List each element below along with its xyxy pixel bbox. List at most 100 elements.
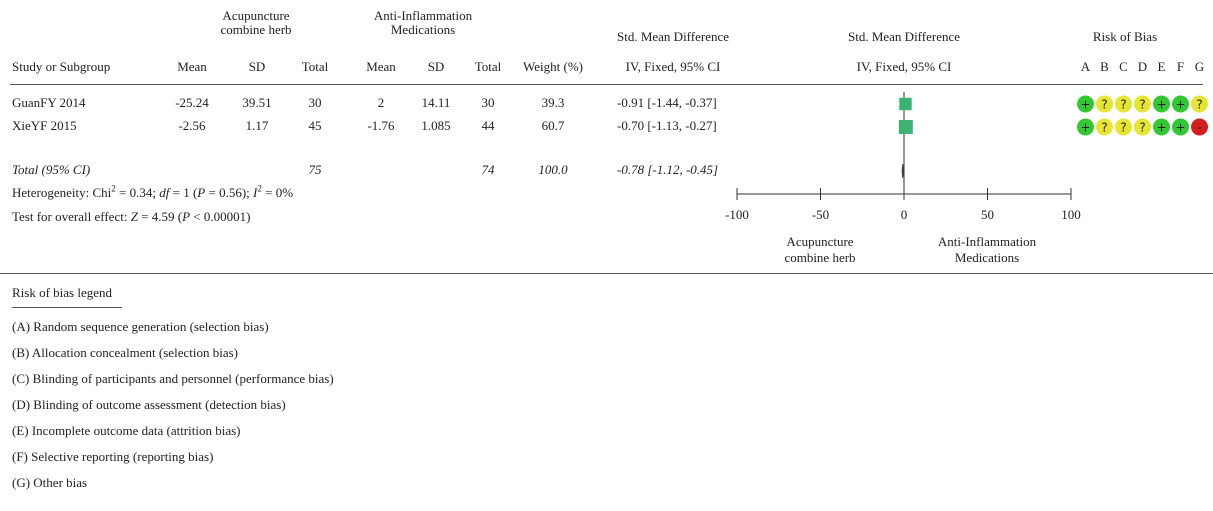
sd2-column-header: SD (427, 59, 445, 74)
study-weight: 60.7 (541, 118, 565, 133)
rob-circle (1172, 95, 1189, 113)
total-diamond (901, 163, 904, 179)
heterogeneity-text: Heterogeneity: Chi2 = 0.34; df = 1 (P = … (12, 183, 294, 200)
study-ci-text: -0.91 [-1.44, -0.37] (617, 95, 717, 110)
header-rule (10, 84, 1203, 85)
rob-symbol: + (1156, 98, 1166, 112)
x-axis-tick-label: -50 (812, 207, 829, 222)
study-column-header: Study or Subgroup (12, 59, 111, 74)
x-axis-tick-label: 100 (1061, 207, 1081, 222)
rob-symbol: + (1080, 121, 1090, 135)
rob-circle (1191, 118, 1208, 136)
favours-left-line1: Acupuncture (786, 234, 854, 249)
rob-header-title: Risk of Bias (1092, 29, 1158, 44)
footer-rule (0, 273, 1213, 274)
legend-item: (B) Allocation concealment (selection bi… (12, 345, 238, 360)
favours-right-line2: Medications (954, 250, 1020, 265)
smd-column-header: IV, Fixed, 95% CI (625, 59, 721, 74)
rob-letter-c: C (1119, 59, 1128, 74)
study-effect-square (898, 120, 913, 134)
study-weight: 39.3 (541, 95, 565, 110)
study-mean1: -25.24 (175, 95, 209, 110)
study-sd2: 1.085 (421, 118, 451, 133)
study-sd1: 39.51 (242, 95, 272, 110)
group1-header-line2: combine herb (220, 22, 292, 37)
rob-symbol: ? (1101, 121, 1107, 135)
group2-header-line1: Anti-Inflammation (373, 8, 473, 23)
rob-circle (1153, 118, 1170, 136)
rob-circle (1096, 95, 1113, 113)
x-axis-tick-label: -100 (725, 207, 749, 222)
legend-item: (E) Incomplete outcome data (attrition b… (12, 423, 241, 438)
rob-symbol: ? (1139, 98, 1145, 112)
x-axis-tick-label: 50 (981, 207, 994, 222)
total-weight: 100.0 (538, 162, 568, 177)
group1-header-line1: Acupuncture (222, 8, 290, 23)
study-total2: 30 (481, 95, 495, 110)
overall-effect-text: Test for overall effect: Z = 4.59 (P < 0… (12, 209, 251, 224)
rob-letter-e: E (1157, 59, 1166, 74)
rob-circle (1191, 95, 1208, 113)
total-label: Total (95% CI) (12, 162, 91, 177)
mean1-column-header: Mean (177, 59, 207, 74)
rob-circle (1172, 118, 1189, 136)
total-ci-text: -0.78 [-1.12, -0.45] (617, 162, 719, 177)
rob-symbol: + (1080, 98, 1090, 112)
group2-header-line2: Medications (390, 22, 456, 37)
rob-symbol: ? (1196, 98, 1202, 112)
rob-symbol: ? (1120, 98, 1126, 112)
rob-symbol: + (1175, 121, 1185, 135)
favours-right-line1: Anti-Inflammation (937, 234, 1037, 249)
rob-letter-f: F (1176, 59, 1185, 74)
rob-circle (1096, 118, 1113, 136)
favours-left-line2: combine herb (784, 250, 856, 265)
rob-symbol: + (1175, 98, 1185, 112)
total-total2: 74 (481, 162, 495, 177)
study-sd1: 1.17 (245, 118, 269, 133)
rob-symbol: ? (1101, 98, 1107, 112)
legend-item: (G) Other bias (12, 475, 88, 490)
rob-symbol: ? (1120, 121, 1126, 135)
plot-header-title: Std. Mean Difference (847, 29, 961, 44)
rob-letter-g: G (1194, 59, 1205, 74)
sd1-column-header: SD (248, 59, 266, 74)
study-effect-square (899, 97, 912, 111)
rob-symbol: - (1197, 121, 1201, 135)
study-mean2: -1.76 (367, 118, 395, 133)
rob-circle (1153, 95, 1170, 113)
total2-column-header: Total (474, 59, 502, 74)
rob-letter-d: D (1137, 59, 1148, 74)
study-name: XieYF 2015 (12, 118, 77, 133)
study-sd2: 14.11 (421, 95, 451, 110)
legend-item: (C) Blinding of participants and personn… (12, 371, 334, 386)
study-mean2: 2 (377, 95, 385, 110)
smd-header-title: Std. Mean Difference (616, 29, 730, 44)
rob-circle (1134, 118, 1151, 136)
legend-title-underline (12, 307, 122, 308)
legend-item: (D) Blinding of outcome assessment (dete… (12, 397, 286, 412)
rob-circle (1077, 95, 1094, 113)
legend-item: (F) Selective reporting (reporting bias) (12, 449, 214, 464)
study-ci-text: -0.70 [-1.13, -0.27] (617, 118, 717, 133)
study-total1: 30 (308, 95, 322, 110)
total1-column-header: Total (301, 59, 329, 74)
rob-circle (1115, 95, 1132, 113)
rob-circle (1077, 118, 1094, 136)
legend-title: Risk of bias legend (12, 285, 113, 300)
study-mean1: -2.56 (178, 118, 206, 133)
plot-column-header: IV, Fixed, 95% CI (856, 59, 952, 74)
rob-symbol: + (1156, 121, 1166, 135)
rob-circle (1134, 95, 1151, 113)
x-axis-tick-label: 0 (901, 207, 908, 222)
study-total2: 44 (481, 118, 495, 133)
mean2-column-header: Mean (366, 59, 396, 74)
rob-circle (1115, 118, 1132, 136)
rob-letter-b: B (1100, 59, 1109, 74)
total-total1: 75 (308, 162, 322, 177)
legend-item: (A) Random sequence generation (selectio… (12, 319, 269, 334)
rob-symbol: ? (1139, 121, 1145, 135)
rob-letter-a: A (1080, 59, 1091, 74)
study-total1: 45 (308, 118, 322, 133)
